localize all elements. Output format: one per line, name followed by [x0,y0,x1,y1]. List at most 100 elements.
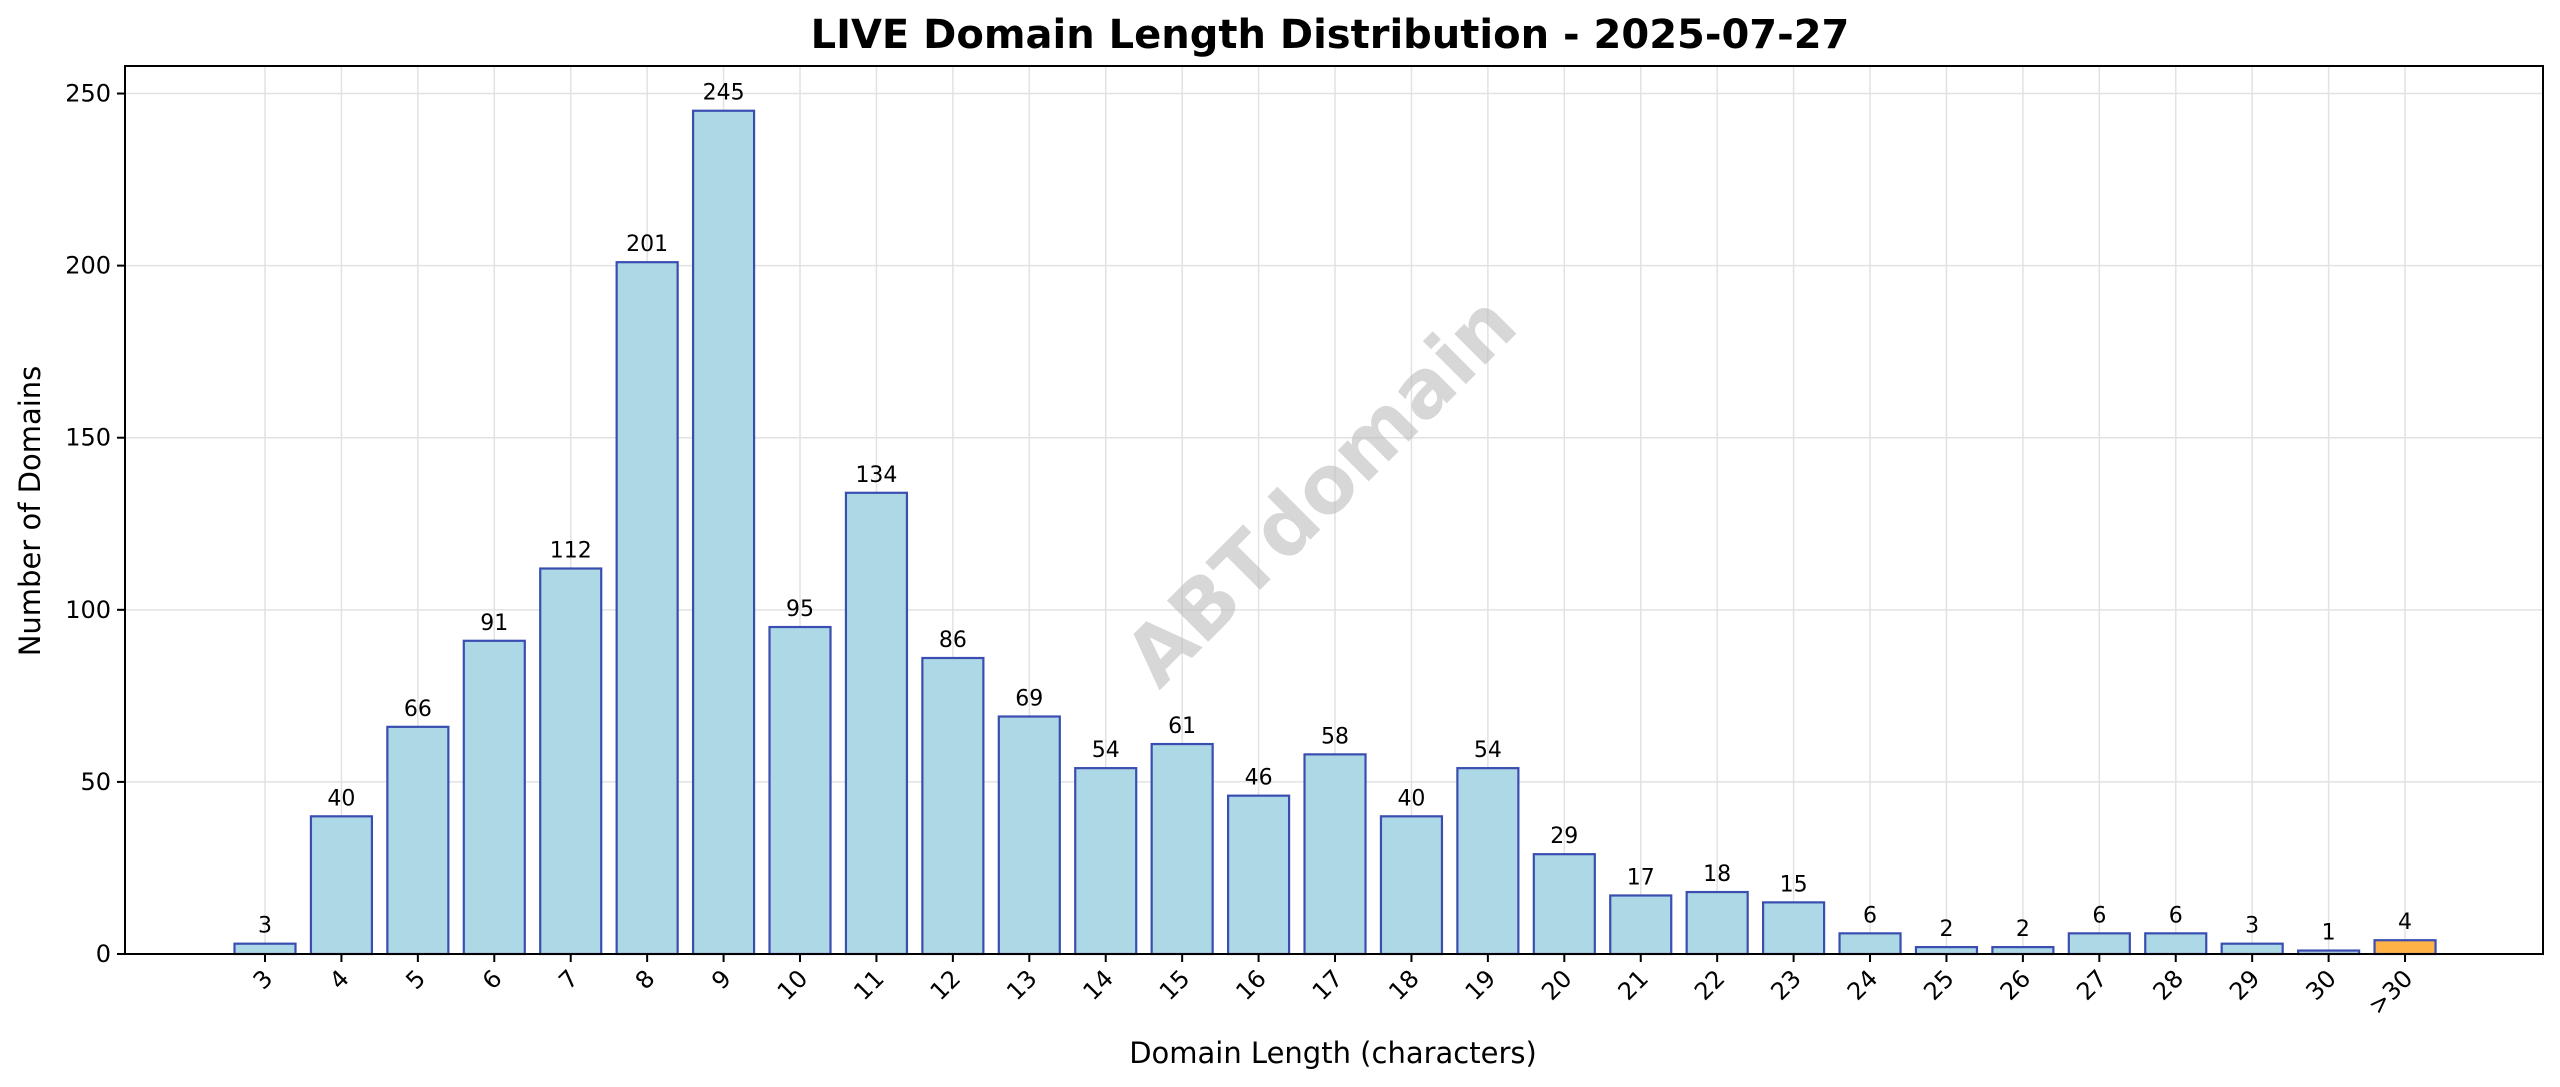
bar [2373,939,2437,956]
bar-value-label: 1 [2322,921,2336,946]
x-tick-label: 4 [324,964,355,995]
bar-value-label: 15 [1780,872,1808,897]
y-tick-label: 100 [65,596,111,624]
x-tick-label: >30 [2363,964,2419,1020]
bar [2144,932,2208,956]
x-tick-label: 6 [477,964,508,995]
y-tick-label: 0 [96,940,111,968]
bar [233,942,297,956]
plot-frame [124,65,2544,955]
bar-value-label: 17 [1627,865,1655,890]
x-tick-label: 7 [553,964,584,995]
bar-value-label: 66 [404,697,432,722]
bar [997,715,1061,956]
bar-value-label: 58 [1321,724,1349,749]
bar [462,639,526,956]
y-tick-label: 250 [65,80,111,108]
bars [233,109,2437,956]
y-tick-label: 150 [65,424,111,452]
bar-value-label: 91 [480,611,508,636]
bar-value-label: 2 [1939,917,1953,942]
x-tick-label: 5 [400,964,431,995]
bar [1532,853,1596,956]
x-tick-label: 10 [772,964,813,1005]
bar [1303,753,1367,956]
bar [386,725,450,956]
bar [691,109,756,956]
bar-value-label: 134 [855,463,897,488]
x-tick-label: 24 [1842,964,1883,1005]
bar-value-label: 6 [2092,903,2106,928]
x-tick-label: 23 [1765,964,1806,1005]
bar [1074,767,1138,956]
x-axis-label: Domain Length (characters) [1129,1036,1537,1070]
bar-value-label: 3 [2245,914,2259,939]
bar [1609,894,1673,956]
data-labels: 3406691112201245951348669546146584054291… [258,81,2412,946]
y-axis-ticks: 0 50 100 150 200 250 [65,80,125,968]
bar [2220,942,2284,956]
bar-value-label: 86 [939,628,967,653]
bar-value-label: 245 [703,81,745,106]
bar-value-label: 40 [1397,786,1425,811]
bar-value-label: 4 [2398,910,2412,935]
bar [844,491,909,956]
bar-value-label: 46 [1245,766,1273,791]
x-tick-label: 20 [1536,964,1577,1005]
bar [1150,742,1214,956]
x-tick-label: 12 [925,964,966,1005]
bar-value-label: 40 [327,786,355,811]
x-tick-label: 15 [1154,964,1195,1005]
bar-value-label: 6 [1863,903,1877,928]
bar [1226,794,1291,956]
bar [309,815,374,956]
x-tick-label: 8 [630,964,661,995]
bar [615,261,679,956]
x-tick-label: 17 [1307,964,1348,1005]
x-tick-label: 19 [1460,964,1501,1005]
bar [768,625,832,956]
bar-value-label: 69 [1015,687,1043,712]
bar-value-label: 112 [550,539,592,564]
bar-value-label: 29 [1550,824,1578,849]
x-tick-label: 3 [248,964,279,995]
bar [1991,946,2055,956]
x-tick-label: 18 [1383,964,1424,1005]
bar [1838,932,1902,956]
bar [1379,815,1444,956]
bar-value-label: 54 [1092,738,1120,763]
bar-value-label: 2 [2016,917,2030,942]
bar-value-label: 3 [258,914,272,939]
x-tick-label: 9 [706,964,737,995]
bar-value-label: 201 [626,232,668,257]
bar-value-label: 61 [1168,714,1196,739]
x-tick-label: 13 [1001,964,1042,1005]
bar [1914,946,1979,956]
x-tick-label: 21 [1613,964,1654,1005]
bar [921,656,985,956]
x-tick-label: 26 [1995,964,2036,1005]
x-tick-label: 11 [848,964,889,1005]
x-tick-label: 25 [1918,964,1959,1005]
x-tick-label: 28 [2148,964,2189,1005]
bar-value-label: 54 [1474,738,1502,763]
y-axis-label: Number of Domains [13,366,47,657]
x-axis-ticks: 3 4 5 6 7 8 9 10 11 12 13 14 15 16 17 18 19 20 21 22 23 24 25 2… [248,954,2419,1020]
x-tick-label: 22 [1689,964,1730,1005]
x-tick-label: 30 [2300,964,2341,1005]
bar [539,567,603,956]
bar-value-label: 18 [1703,862,1731,887]
bar-value-label: 6 [2169,903,2183,928]
bar [1685,890,1749,956]
x-tick-label: 14 [1078,964,1119,1005]
bar-value-label: 95 [786,597,814,622]
bar [2067,932,2131,956]
x-tick-label: 27 [2071,964,2112,1005]
bar [1456,767,1520,956]
chart-title: LIVE Domain Length Distribution - 2025-0… [811,12,1850,58]
y-tick-label: 200 [65,252,111,280]
x-tick-label: 16 [1230,964,1271,1005]
bar [1761,901,1826,956]
y-tick-label: 50 [80,768,111,796]
